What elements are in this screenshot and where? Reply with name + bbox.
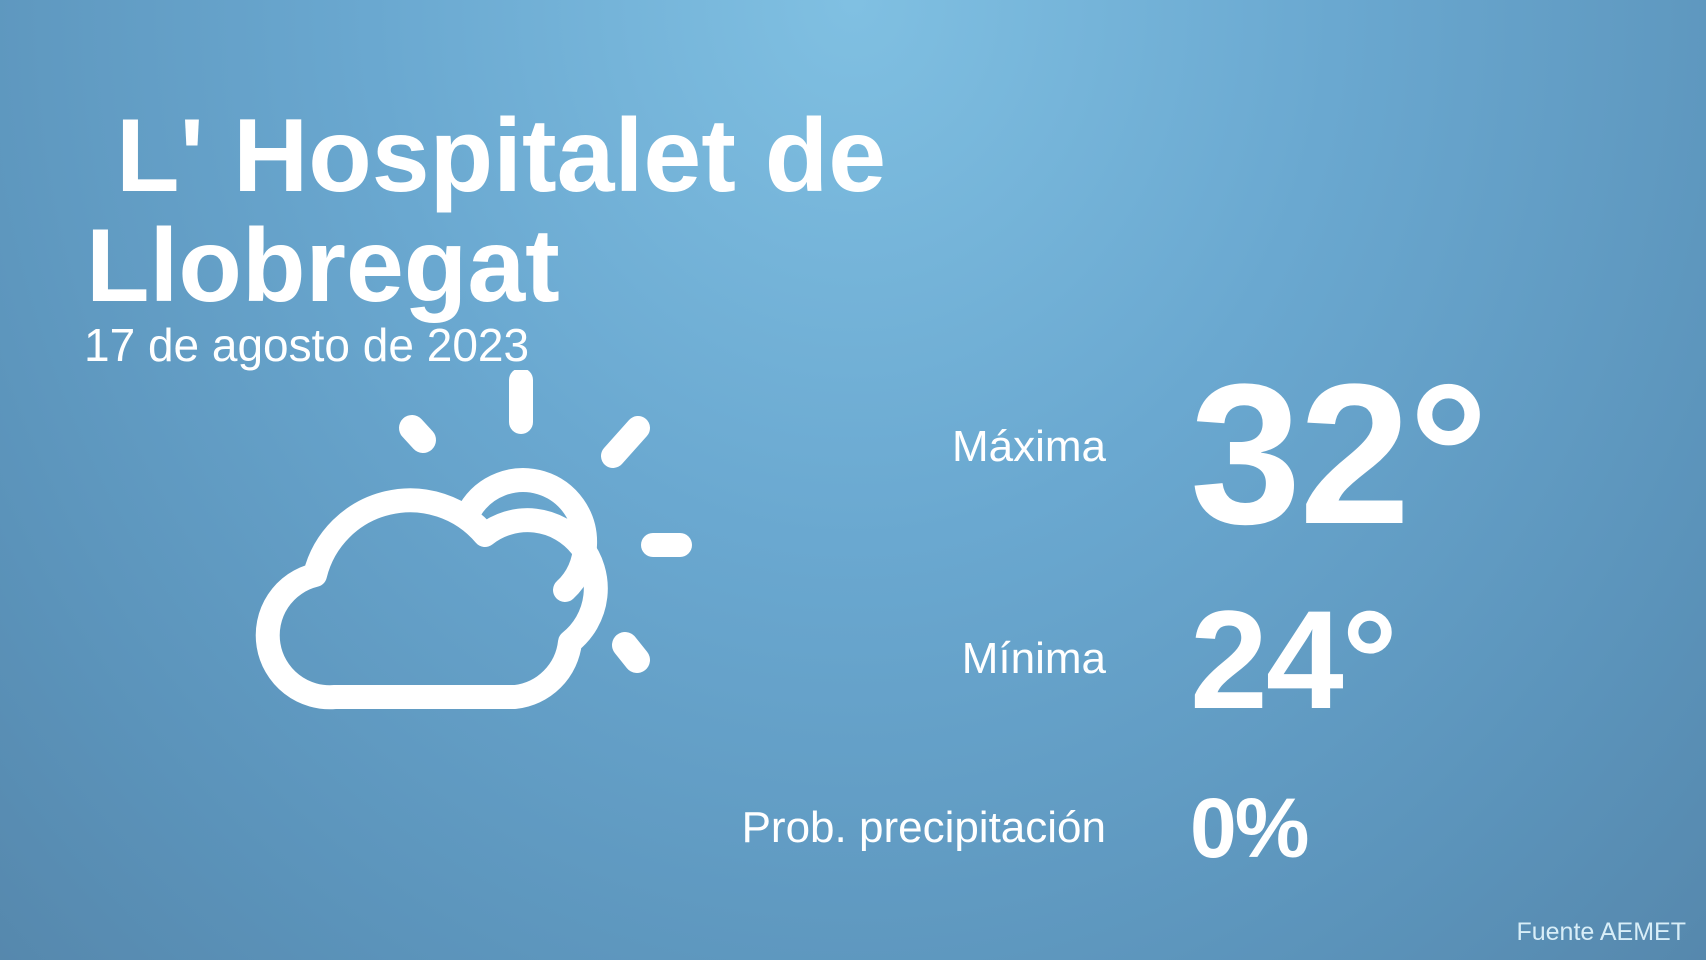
source-credit: Fuente AEMET [1516,918,1686,946]
city-name-line1: L' Hospitalet de [116,98,887,214]
max-temp-label: Máxima [951,422,1106,471]
precip-label: Prob. precipitación [741,803,1106,852]
city-name-line2: Llobregat [86,208,560,324]
partly-cloudy-sun-icon [255,370,692,710]
min-temp-label: Mínima [961,634,1106,683]
forecast-date: 17 de agosto de 2023 [84,319,530,371]
precip-value: 0% [1190,781,1309,875]
max-temp-value: 32° [1190,343,1488,566]
min-temp-value: 24° [1190,581,1398,738]
